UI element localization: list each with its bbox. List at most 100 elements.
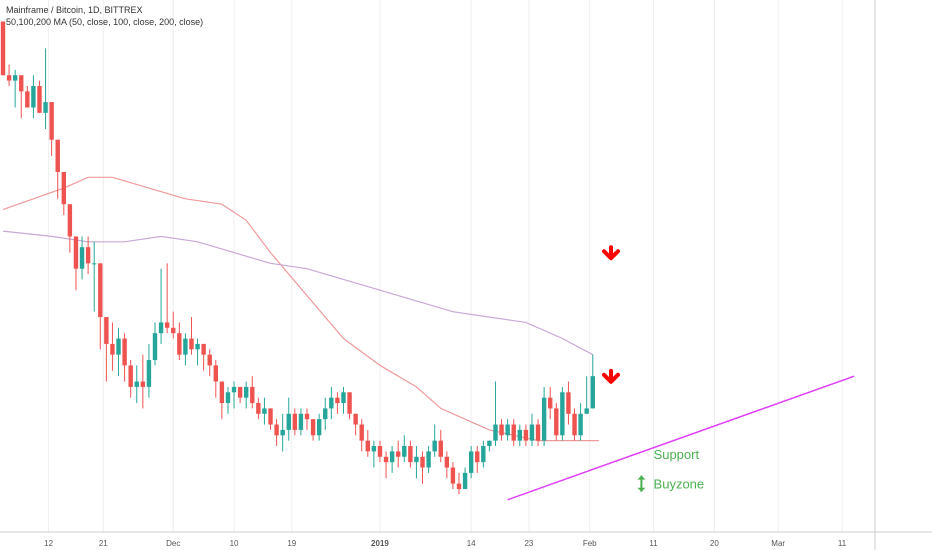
candle: [31, 75, 36, 119]
candle: [529, 413, 535, 447]
candle-body: [280, 429, 285, 436]
candle: [323, 397, 328, 430]
candle-body: [61, 171, 66, 205]
support-trendline: [507, 375, 855, 501]
candle: [426, 446, 431, 473]
candle: [280, 413, 285, 452]
candle-body: [432, 440, 437, 452]
candle-body: [590, 376, 595, 409]
candle: [6, 64, 12, 86]
candle-body: [578, 413, 583, 436]
arrowhead-up-icon: [637, 475, 646, 480]
candle: [286, 397, 291, 441]
candle: [432, 424, 437, 457]
candle: [134, 365, 139, 404]
candle-body: [304, 413, 310, 420]
candle-body: [43, 102, 48, 113]
candle-body: [225, 392, 231, 404]
candle-body: [195, 343, 200, 350]
candle: [256, 397, 261, 420]
candle: [389, 446, 395, 473]
candle: [49, 102, 54, 156]
candle: [578, 403, 583, 441]
candle: [310, 419, 316, 441]
x-tick-label: 10: [230, 539, 239, 548]
candle-body: [396, 451, 401, 457]
candle-body: [335, 397, 340, 404]
candle: [359, 419, 364, 452]
candle-body: [286, 413, 291, 430]
candle: [237, 386, 243, 404]
candle-body: [402, 446, 407, 457]
candle-body: [146, 360, 152, 387]
x-tick-label: 20: [710, 539, 719, 548]
candle: [262, 397, 267, 425]
candle-body: [450, 467, 456, 484]
candle-body: [37, 85, 42, 113]
candle-body: [19, 75, 24, 92]
candle-body: [219, 381, 225, 404]
candle: [189, 317, 194, 355]
candle-body: [462, 472, 468, 490]
candle: [316, 413, 322, 441]
candle-body: [201, 343, 206, 355]
candle: [396, 440, 401, 468]
candle: [377, 440, 383, 463]
candle-body: [67, 204, 73, 237]
candle-body: [298, 413, 304, 430]
arrow-down-icon: [602, 245, 620, 261]
candle-body: [110, 343, 115, 355]
indicator-legend: 50,100,200 MA (50, close, 100, close, 20…: [6, 17, 204, 27]
candle: [171, 311, 176, 339]
candle: [250, 376, 255, 409]
candle-body: [140, 381, 146, 387]
candle-body: [25, 91, 30, 108]
candle-body: [92, 263, 97, 265]
x-tick-label: 2019: [371, 539, 389, 548]
candle-body: [207, 354, 212, 366]
candle-body: [481, 446, 486, 463]
candle: [584, 376, 589, 414]
candle-body: [468, 451, 474, 473]
candle: [560, 386, 565, 441]
candle-body: [566, 392, 571, 414]
candle-body: [456, 483, 462, 490]
candle: [444, 451, 450, 479]
candle-body: [164, 322, 170, 328]
candle-body: [505, 424, 510, 436]
candle-body: [383, 456, 389, 463]
candle-body: [529, 424, 535, 441]
candle: [420, 451, 425, 484]
candle: [152, 322, 158, 366]
x-tick-label: 14: [467, 539, 476, 548]
candle-body: [122, 338, 127, 366]
candle: [523, 424, 529, 447]
x-tick-label: 23: [524, 539, 533, 548]
candle: [213, 360, 218, 398]
candle-body: [250, 386, 255, 404]
candle-body: [231, 386, 237, 393]
candle-body: [341, 392, 346, 404]
candle: [438, 429, 443, 463]
candle: [517, 424, 522, 447]
candle: [566, 381, 571, 425]
candle: [73, 236, 79, 291]
candle-body: [0, 21, 6, 76]
x-tick-label: 19: [287, 539, 296, 548]
candle: [43, 48, 48, 129]
candle: [79, 236, 85, 280]
candle-body: [310, 419, 316, 436]
candle-body: [414, 456, 419, 463]
candle: [104, 317, 109, 382]
candle-body: [377, 446, 383, 457]
candle: [183, 333, 188, 366]
candle-body: [323, 408, 328, 420]
candle-body: [420, 456, 425, 468]
candle: [493, 381, 498, 447]
candle-body: [31, 85, 36, 108]
candle-body: [183, 338, 188, 355]
candle-body: [189, 338, 194, 350]
candle: [55, 139, 60, 199]
